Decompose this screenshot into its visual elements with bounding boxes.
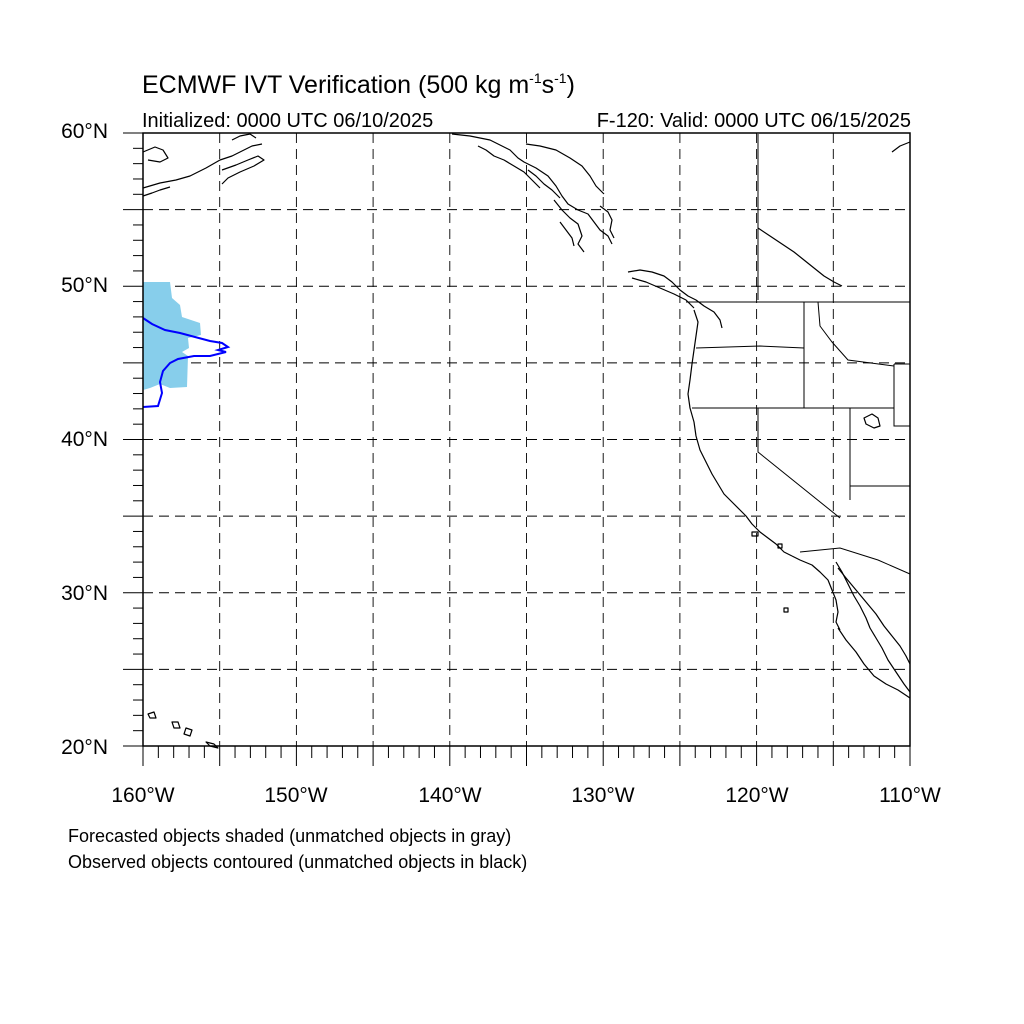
lat-label-50n: 50°N <box>61 274 108 297</box>
valid-time: F-120: Valid: 0000 UTC 06/15/2025 <box>596 110 911 132</box>
initialized-time: Initialized: 0000 UTC 06/10/2025 <box>142 110 434 132</box>
coastlines <box>142 133 911 749</box>
lat-label-40n: 40°N <box>61 428 108 451</box>
observed-object-contour <box>142 317 231 408</box>
lon-label-120w: 120°W <box>725 784 789 807</box>
lon-label-160w: 160°W <box>111 784 175 807</box>
axis-ticks <box>123 132 911 766</box>
map-frame <box>142 132 911 747</box>
forecast-object-shaded <box>143 282 201 390</box>
lon-label-150w: 150°W <box>264 784 328 807</box>
legend-observed-note: Observed objects contoured (unmatched ob… <box>68 852 528 872</box>
lon-label-130w: 130°W <box>571 784 635 807</box>
political-borders <box>686 134 911 575</box>
legend-forecast-note: Forecasted objects shaded (unmatched obj… <box>68 826 512 846</box>
gridlines <box>143 133 910 746</box>
lat-label-20n: 20°N <box>61 736 108 759</box>
lat-label-60n: 60°N <box>61 120 108 143</box>
lon-label-110w: 110°W <box>879 784 941 807</box>
map-title: ECMWF IVT Verification (500 kg m-1s-1) <box>142 70 575 99</box>
lon-label-140w: 140°W <box>418 784 482 807</box>
lat-label-30n: 30°N <box>61 582 108 605</box>
